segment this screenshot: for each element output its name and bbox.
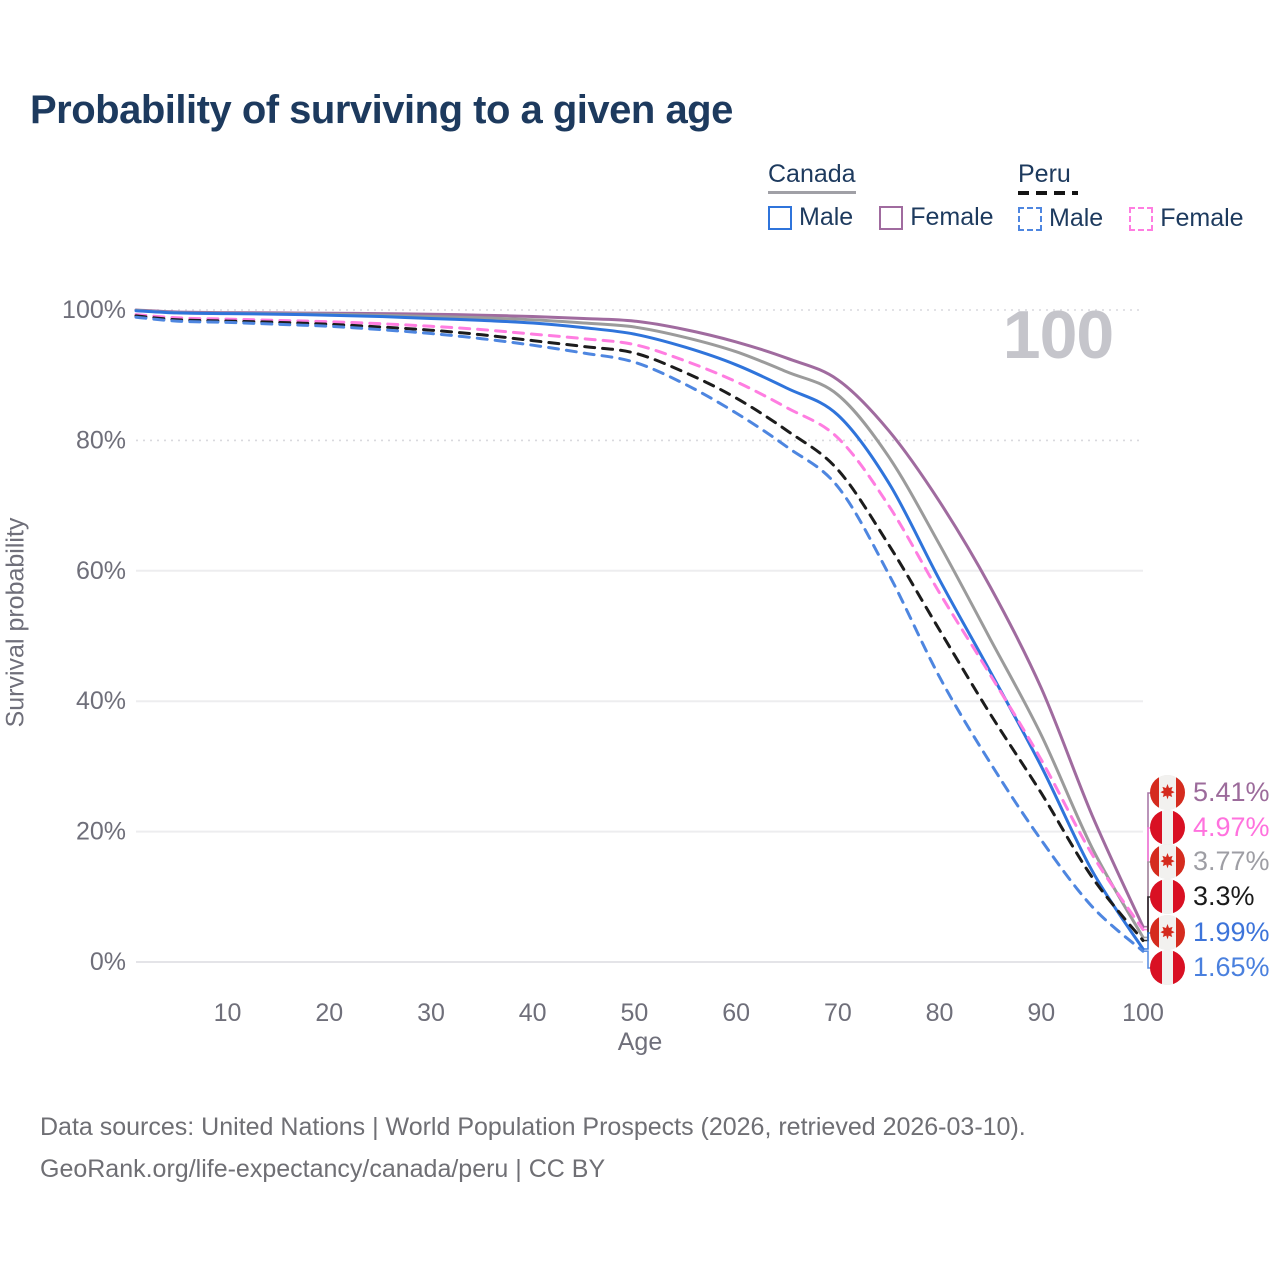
y-tick-label: 40% [76,687,126,715]
canada-flag [1150,775,1185,810]
end-label-canada-male: 1.99% [1150,915,1270,950]
end-label-canada-female: 5.41% [1150,775,1270,810]
end-value: 3.3% [1193,881,1255,911]
x-tick-label: 80 [926,999,954,1027]
end-label-peru-male: 1.65% [1150,950,1270,985]
legend-item-label: Female [910,203,994,231]
series-line-canada-male [134,309,1145,951]
x-tick-label: 10 [214,999,242,1027]
series-line-peru-male [134,315,1145,953]
peru-flag [1150,950,1185,985]
series-line-peru-female [134,313,1145,932]
x-tick-label: 50 [621,999,649,1027]
end-value: 1.99% [1193,917,1270,947]
end-label-peru-all-: 3.3% [1150,879,1255,914]
y-tick-label: 60% [76,557,126,585]
x-tick-label: 20 [315,999,343,1027]
peru-flag-icon [1150,810,1185,845]
legend-item-peru-female[interactable]: Female [1129,204,1244,233]
x-tick-label: 60 [722,999,750,1027]
highlighted-age-watermark: 100 [1002,297,1114,373]
canada-flag [1150,844,1185,879]
legend-swatch-icon [879,205,904,230]
legend-swatch-icon [1018,206,1042,231]
peru-flag-icon [1150,950,1185,985]
x-tick-label: 40 [519,999,547,1027]
canada-flag-icon [1150,844,1185,879]
peru-flag [1150,810,1185,845]
end-value: 1.65% [1193,952,1270,982]
footer: Data sources: United Nations | World Pop… [40,1106,1220,1190]
peru-flag-icon [1150,879,1185,914]
page-title: Probability of surviving to a given age [30,88,733,132]
canada-flag-icon [1150,915,1185,950]
canada-flag [1150,915,1185,950]
legend: Canada Male Female Peru Male Female [0,160,1280,240]
legend-item-canada-female[interactable]: Female [879,203,994,232]
x-tick-label: 70 [824,999,852,1027]
x-tick-label: 90 [1027,999,1055,1027]
x-axis-title: Age [617,1028,663,1056]
legend-item-label: Male [799,203,854,231]
y-tick-label: 0% [90,948,126,976]
y-tick-label: 20% [76,818,126,846]
canada-flag-icon [1150,775,1185,810]
end-label-peru-female: 4.97% [1150,810,1270,845]
x-tick-label: 100 [1122,999,1164,1027]
end-label-canada-all-: 3.77% [1150,844,1270,879]
footer-link: GeoRank.org/life-expectancy/canada/peru … [40,1155,606,1183]
legend-group-canada: Canada Male Female [768,160,994,232]
end-value: 4.97% [1193,812,1270,842]
legend-group-peru: Peru Male Female [1018,160,1244,233]
y-axis-title: Survival probability [1,517,30,728]
end-value: 5.41% [1193,777,1270,807]
footer-sources: Data sources: United Nations | World Pop… [40,1113,1026,1141]
legend-item-label: Male [1049,204,1104,232]
legend-linestyle-dashed-icon [1018,191,1078,195]
peru-flag [1150,879,1185,914]
series-line-peru-all- [134,314,1145,942]
y-tick-label: 80% [76,426,126,454]
legend-item-peru-male[interactable]: Male [1018,204,1103,233]
legend-country-label: Peru [1018,160,1071,188]
legend-item-label: Female [1160,204,1244,232]
legend-linestyle-solid-icon [768,191,856,194]
end-value: 3.77% [1193,846,1270,876]
y-tick-label: 100% [62,296,126,324]
legend-swatch-icon [768,205,792,230]
legend-country-label: Canada [768,160,856,188]
series-line-canada-all- [134,308,1145,939]
x-tick-label: 30 [417,999,445,1027]
legend-item-canada-male[interactable]: Male [768,203,853,232]
legend-swatch-icon [1129,206,1154,231]
series-line-canada-female [134,308,1145,929]
